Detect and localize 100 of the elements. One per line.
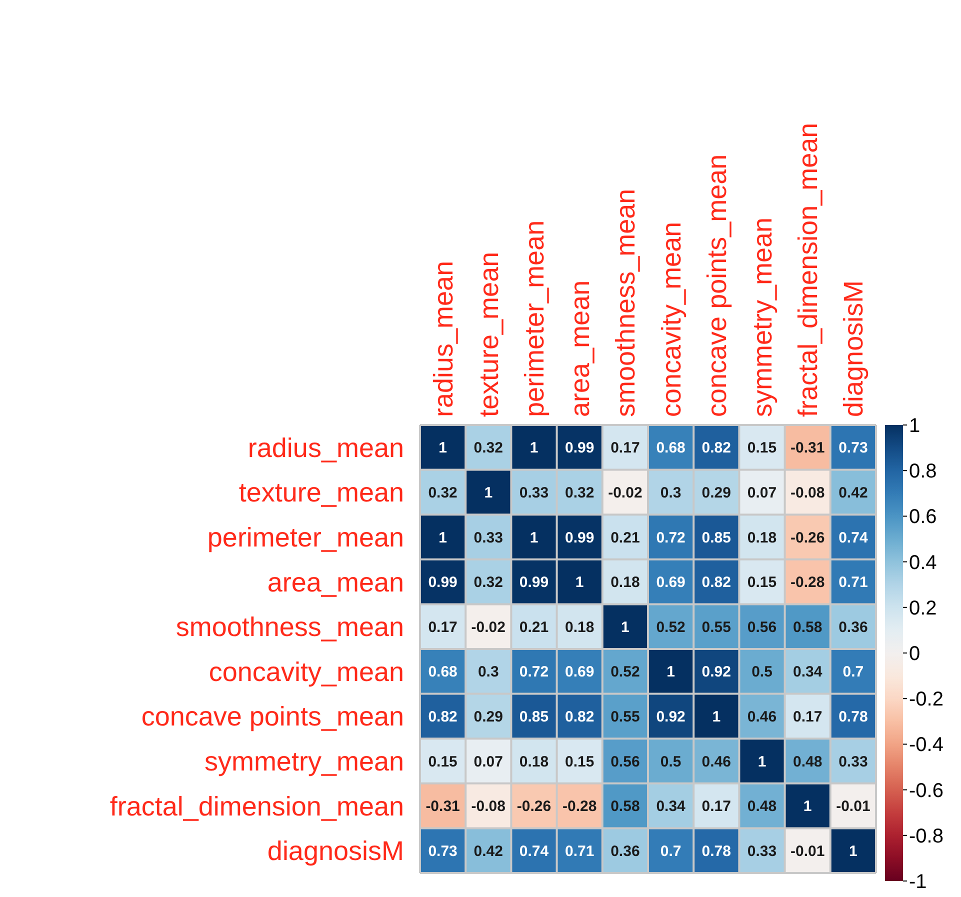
color-bar-label: -0.8 (909, 825, 944, 848)
data-label: 0.72 (656, 529, 686, 546)
data-label: 0.32 (474, 574, 503, 592)
data-label: -0.02 (608, 484, 642, 502)
data-label: 0.5 (660, 753, 682, 770)
data-label: 0.42 (474, 842, 503, 860)
data-label: 1 (484, 484, 493, 502)
y-tick-label: symmetry_mean (204, 746, 404, 776)
data-label: 0.29 (702, 484, 731, 502)
data-label: 0.71 (838, 574, 868, 592)
data-label: 0.78 (702, 842, 731, 860)
data-label: 0.52 (610, 664, 640, 681)
data-label: 0.73 (838, 440, 868, 457)
data-label: 0.68 (428, 664, 458, 681)
data-label: 0.48 (793, 753, 822, 770)
y-tick-label: perimeter_mean (207, 522, 404, 552)
data-label: 0.21 (610, 529, 640, 546)
data-label: 0.15 (565, 753, 594, 770)
data-label: -0.01 (836, 798, 870, 816)
color-bar-label: -0.6 (909, 780, 944, 802)
data-label: -0.28 (790, 574, 825, 592)
data-label: 0.68 (656, 440, 686, 457)
y-tick-label: concave points_mean (141, 702, 404, 732)
color-bar-label: -0.4 (909, 734, 944, 756)
data-label: 1 (438, 529, 447, 546)
data-label: 0.32 (565, 484, 594, 502)
data-label: 1 (666, 664, 675, 681)
data-label: 0.99 (565, 529, 594, 546)
data-label: 1 (712, 708, 721, 726)
data-label: 0.18 (610, 574, 640, 592)
x-tick-label: area_mean (565, 280, 596, 417)
data-label: -0.08 (790, 484, 825, 502)
x-tick-label: texture_mean (474, 252, 504, 417)
data-label: 0.33 (747, 842, 777, 860)
data-label: 0.36 (610, 842, 640, 860)
data-label: 0.7 (660, 842, 682, 860)
data-label: -0.01 (790, 842, 825, 860)
color-bar-label: 0.2 (909, 597, 937, 620)
y-tick-label: fractal_dimension_mean (110, 791, 404, 822)
data-label: 0.18 (519, 753, 549, 770)
data-label: 0.33 (474, 529, 503, 546)
data-label: 1 (621, 618, 630, 636)
data-label: 0.3 (660, 484, 682, 502)
data-label: -0.31 (790, 440, 825, 457)
data-label: 0.52 (656, 618, 686, 636)
data-label: 0.17 (610, 440, 640, 457)
data-label: 0.56 (747, 618, 777, 636)
x-tick-label: symmetry_mean (747, 217, 778, 417)
y-tick-label: texture_mean (238, 478, 404, 508)
data-label: 0.92 (656, 708, 686, 726)
data-label: 0.74 (838, 529, 868, 546)
data-label: 0.92 (702, 664, 731, 681)
x-tick-label: smoothness_mean (610, 188, 641, 417)
data-label: 0.32 (428, 484, 458, 502)
data-label: 0.58 (610, 798, 640, 816)
data-label: 0.82 (702, 440, 731, 457)
data-label: 0.7 (842, 664, 864, 681)
data-label: 0.85 (519, 708, 549, 726)
data-label: 0.17 (702, 798, 731, 816)
data-label: 0.29 (474, 708, 503, 726)
data-label: 0.58 (793, 618, 822, 636)
data-label: 0.17 (793, 708, 822, 726)
data-label: 0.46 (747, 708, 777, 726)
data-label: 0.3 (478, 664, 499, 681)
data-label: 0.82 (428, 708, 458, 726)
data-label: 0.33 (838, 753, 868, 770)
data-label: 0.56 (610, 753, 640, 770)
color-bar-label: -1 (909, 871, 927, 893)
data-label: 0.99 (519, 574, 549, 592)
data-label: 0.82 (702, 574, 731, 592)
data-label: 0.82 (565, 708, 594, 726)
data-label: 1 (803, 798, 812, 816)
color-bar-label: 0.8 (909, 460, 937, 483)
data-label: 0.21 (519, 618, 549, 636)
color-bar-label: 0.6 (909, 506, 937, 528)
x-tick-label: concavity_mean (656, 222, 686, 417)
data-label: 0.17 (428, 618, 458, 636)
y-tick-label: concavity_mean (208, 656, 404, 687)
data-label: 1 (438, 440, 447, 457)
data-label: -0.26 (516, 798, 552, 816)
data-label: 0.69 (656, 574, 686, 592)
data-label: 0.07 (747, 484, 777, 502)
data-label: 0.36 (838, 618, 868, 636)
color-bar-label: -0.2 (909, 688, 944, 711)
data-label: 0.33 (519, 484, 549, 502)
data-label: 0.46 (702, 753, 731, 770)
data-label: 0.69 (565, 664, 594, 681)
y-tick-label: area_mean (267, 567, 404, 598)
data-label: 0.72 (519, 664, 549, 681)
data-label: 0.15 (747, 574, 777, 592)
y-tick-label: smoothness_mean (176, 612, 404, 642)
color-bar-label: 1 (909, 415, 920, 437)
color-bar-label: 0.4 (909, 552, 937, 574)
data-label: 0.99 (565, 440, 594, 457)
data-label: -0.26 (790, 529, 825, 546)
y-tick-label: diagnosisM (267, 836, 404, 866)
data-label: -0.02 (471, 618, 506, 636)
data-label: 0.5 (752, 664, 772, 681)
data-label: 0.34 (793, 664, 823, 681)
data-label: -0.31 (426, 798, 460, 816)
